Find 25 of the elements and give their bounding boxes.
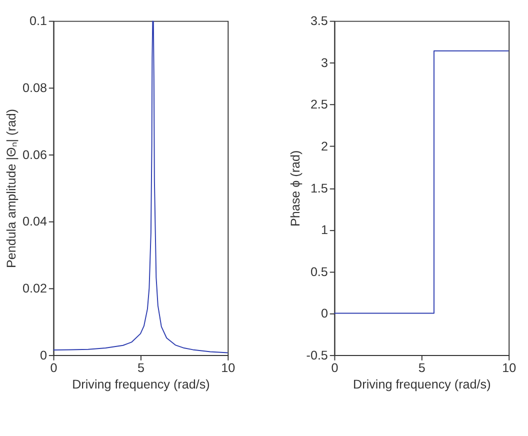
y-tick-label: 0.1 bbox=[29, 14, 47, 28]
y-tick-label: 0 bbox=[40, 348, 47, 362]
y-tick-label: 2.5 bbox=[310, 98, 328, 112]
y-tick-label: 0.5 bbox=[310, 264, 328, 279]
x-tick-label: 5 bbox=[137, 361, 144, 376]
x-tick-label: 10 bbox=[221, 361, 236, 376]
y-tick-label: 0.04 bbox=[22, 214, 47, 229]
y-tick-label: 2 bbox=[320, 140, 328, 154]
y-tick-label: 0.06 bbox=[22, 148, 47, 162]
y-tick-label: 0.02 bbox=[22, 282, 47, 296]
y-tick-label: 3.5 bbox=[310, 14, 328, 28]
y-tick-label: 1 bbox=[320, 223, 328, 238]
x-tick-label: 5 bbox=[418, 361, 426, 376]
x-axis-title: Driving frequency (rad/s) bbox=[72, 377, 210, 392]
y-axis-title: Phase ϕ (rad) bbox=[288, 150, 302, 227]
y-tick-label: 3 bbox=[320, 56, 328, 70]
x-tick-label: 0 bbox=[331, 361, 338, 376]
y-tick-label: 0 bbox=[320, 306, 328, 321]
x-tick-label: 10 bbox=[502, 361, 516, 376]
y-tick-label: 0.08 bbox=[22, 81, 47, 96]
y-tick-label: 1.5 bbox=[310, 181, 328, 196]
x-tick-label: 0 bbox=[50, 361, 58, 376]
y-axis-title: Pendula amplitude |Θₙ| (rad) bbox=[4, 108, 19, 268]
y-tick-label: -0.5 bbox=[306, 348, 328, 362]
x-axis-title: Driving frequency (rad/s) bbox=[353, 377, 491, 392]
